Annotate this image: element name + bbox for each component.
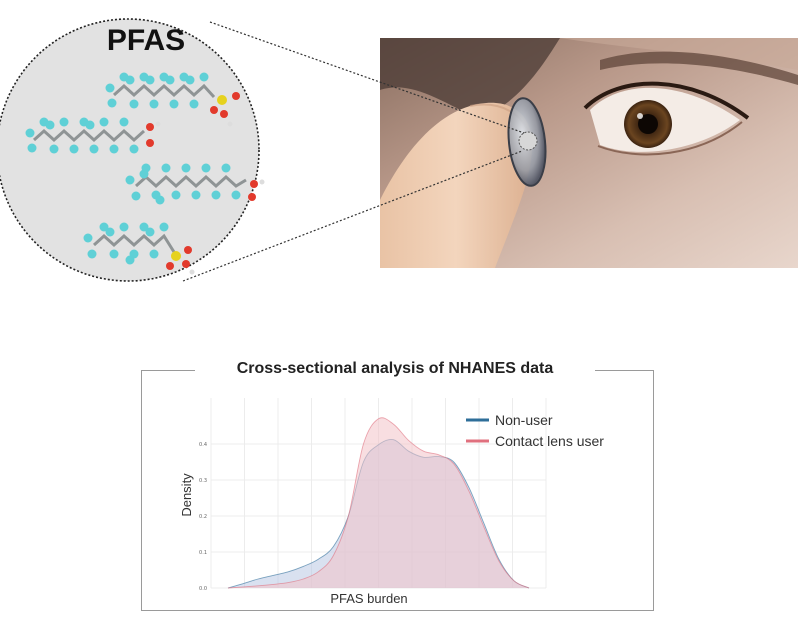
density-line-contact-lens-user xyxy=(227,417,530,589)
pfas-molecule-icon xyxy=(83,222,195,275)
y-tick-label: 0.0 xyxy=(199,586,207,592)
pfas-molecule-icon xyxy=(125,163,265,205)
pfas-contact-lens-illustration: PFAS xyxy=(0,18,798,282)
chart-series xyxy=(227,417,530,589)
legend: Non-user Contact lens user xyxy=(466,412,604,449)
eye-icon xyxy=(583,81,750,156)
x-axis-label: PFAS burden xyxy=(330,591,407,606)
density-chart: 0.0 0.1 0.2 0.3 0.4 PFAS burden Density Non-… xyxy=(179,398,604,606)
contact-lens-icon xyxy=(507,97,547,187)
pfas-label: PFAS xyxy=(107,24,185,57)
chart-title: Cross-sectional analysis of NHANES data xyxy=(195,358,595,380)
y-tick-label: 0.4 xyxy=(199,442,207,448)
y-tick-label: 0.1 xyxy=(199,550,207,556)
y-tick-label: 0.3 xyxy=(199,478,207,484)
pfas-magnifier: PFAS xyxy=(0,18,260,282)
pfas-molecule-icon xyxy=(105,72,240,127)
legend-label-non-user: Non-user xyxy=(495,412,553,428)
density-area-contact-lens-user xyxy=(228,417,529,588)
y-axis-ticks: 0.0 0.1 0.2 0.3 0.4 xyxy=(199,442,207,592)
y-tick-label: 0.2 xyxy=(199,514,207,520)
eye-photo xyxy=(380,38,798,268)
legend-label-contact-lens-user: Contact lens user xyxy=(495,433,604,449)
y-axis-label: Density xyxy=(179,473,194,517)
pfas-molecule-icon xyxy=(25,117,161,154)
